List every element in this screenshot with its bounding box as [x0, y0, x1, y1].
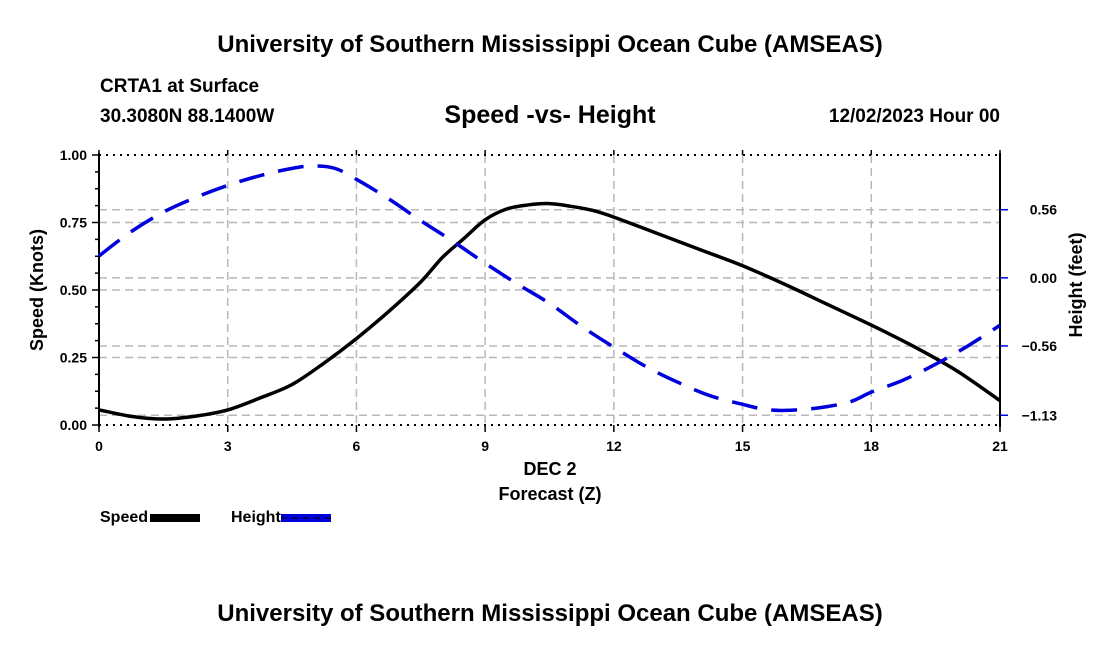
- coordinates-label: 30.3080N 88.1400W: [100, 106, 275, 127]
- x-tick-label: 9: [481, 438, 489, 454]
- legend-label-speed: Speed: [100, 509, 149, 526]
- y-tick-label: 0.50: [60, 282, 87, 298]
- chart-main-title: University of Southern Mississippi Ocean…: [217, 31, 883, 58]
- x-tick-label: 12: [606, 438, 622, 454]
- grid-lines: [99, 155, 1000, 425]
- legend-swatch-height: [280, 514, 331, 522]
- y2-tick-label: −1.13: [1022, 407, 1058, 423]
- tick-labels: 0 3 6 9 12 15 18 21 0.00 0.25 0.50 0.75 1.00 0.56 0.00…: [60, 147, 1057, 454]
- y-tick-label: 0.00: [60, 417, 87, 433]
- x-tick-label: 6: [353, 438, 361, 454]
- footer-title: University of Southern Mississippi Ocean…: [217, 600, 883, 627]
- y2-tick-label: −0.56: [1022, 338, 1058, 354]
- x-tick-label: 18: [863, 438, 879, 454]
- x-tick-label: 21: [992, 438, 1008, 454]
- station-label: CRTA1 at Surface: [100, 76, 260, 97]
- legend-swatch-speed: [150, 514, 201, 522]
- series-line-speed: [98, 201, 1001, 421]
- y2-axis-title: Height (feet): [1066, 233, 1086, 338]
- y-tick-label: 0.25: [60, 350, 87, 366]
- x-tick-label: 3: [224, 438, 232, 454]
- datetime-label: 12/02/2023 Hour 00: [828, 106, 1000, 127]
- x-axis-title: Forecast (Z): [498, 484, 601, 504]
- legend-item-speed: Speed: [100, 509, 201, 527]
- y2-tick-label: 0.56: [1030, 202, 1057, 218]
- axes: [92, 150, 1008, 432]
- legend-item-height: Height: [231, 509, 331, 527]
- x-tick-label: 15: [735, 438, 751, 454]
- series-line-height: [97, 164, 1001, 413]
- y-tick-label: 1.00: [60, 147, 87, 163]
- legend-label-height: Height: [231, 509, 281, 526]
- x-tick-label: 0: [95, 438, 103, 454]
- chart-subtitle: Speed -vs- Height: [444, 101, 656, 129]
- y2-tick-label: 0.00: [1030, 270, 1057, 286]
- series-lines: [97, 164, 1001, 421]
- x-axis-date-label: DEC 2: [523, 459, 576, 479]
- y-axis-title: Speed (Knots): [27, 229, 47, 351]
- y-tick-label: 0.75: [60, 215, 87, 231]
